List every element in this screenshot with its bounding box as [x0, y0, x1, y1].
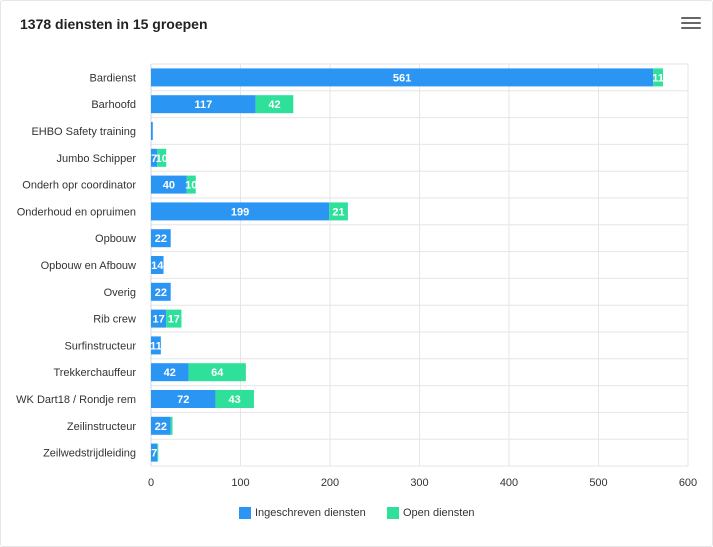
hamburger-menu-icon[interactable] [681, 17, 701, 33]
category-label: Opbouw [95, 233, 136, 245]
bar-data-label: 22 [155, 421, 167, 433]
bar-ingeschreven[interactable] [151, 148, 158, 167]
bar-open[interactable] [188, 363, 246, 382]
bar-ingeschreven[interactable] [151, 202, 330, 221]
bar-data-label: 7 [151, 448, 157, 460]
bar-data-label: 10 [185, 180, 197, 192]
bar-data-label: 17 [152, 314, 164, 326]
bar-data-label: 42 [268, 99, 280, 111]
bar-open[interactable] [186, 175, 196, 194]
x-tick-label: 500 [589, 477, 607, 489]
legend-item-ingeschreven[interactable]: Ingeschreven diensten [239, 507, 366, 519]
bar-open[interactable] [170, 416, 173, 435]
bar-ingeschreven[interactable] [151, 68, 654, 87]
bar-ingeschreven[interactable] [151, 309, 167, 328]
x-tick-label: 0 [148, 477, 154, 489]
category-label: Barhoofd [91, 99, 136, 111]
chart-legend: Ingeschreven diensten Open diensten [0, 507, 713, 525]
bar-open[interactable] [166, 309, 182, 328]
bar-ingeschreven[interactable] [151, 95, 256, 114]
category-label: Trekkerchauffeur [53, 367, 136, 379]
bar-data-label: 11 [150, 340, 162, 352]
bar-data-label: 14 [151, 260, 164, 272]
bar-ingeschreven[interactable] [151, 443, 158, 462]
bar-data-label: 72 [177, 394, 189, 406]
bar-ingeschreven[interactable] [151, 282, 171, 301]
bar-data-label: 43 [229, 394, 241, 406]
x-tick-label: 200 [321, 477, 339, 489]
bar-ingeschreven[interactable] [151, 229, 171, 248]
category-label: Rib crew [93, 314, 136, 326]
legend-swatch-open [387, 507, 399, 519]
category-label: Zeilwedstrijdleiding [43, 448, 136, 460]
bar-ingeschreven[interactable] [151, 122, 153, 140]
bar-data-label: 21 [332, 206, 344, 218]
legend-label-open: Open diensten [403, 507, 475, 519]
bar-open[interactable] [255, 95, 294, 114]
x-tick-label: 300 [410, 477, 428, 489]
bar-data-label: 10 [156, 153, 168, 165]
category-label: Onderh opr coordinator [22, 180, 136, 192]
bar-data-label: 199 [231, 206, 249, 218]
bar-open[interactable] [329, 202, 348, 221]
category-label: Jumbo Schipper [57, 153, 137, 165]
bar-data-label: 561 [393, 72, 411, 84]
category-label: Opbouw en Afbouw [41, 260, 136, 272]
category-label: Surfinstructeur [64, 340, 136, 352]
x-tick-label: 100 [231, 477, 249, 489]
bar-ingeschreven[interactable] [151, 175, 187, 194]
bar-data-label: 40 [163, 180, 175, 192]
category-label: Onderhoud en opruimen [17, 206, 136, 218]
bar-data-label: 22 [155, 287, 167, 299]
category-label: Bardienst [90, 72, 136, 84]
legend-item-open[interactable]: Open diensten [387, 507, 475, 519]
category-label: WK Dart18 / Rondje rem [16, 394, 136, 406]
bar-ingeschreven[interactable] [151, 416, 171, 435]
bar-open[interactable] [157, 443, 159, 462]
legend-label-ingeschreven: Ingeschreven diensten [255, 507, 366, 519]
chart-title: 1378 diensten in 15 groepen [20, 16, 208, 32]
bar-data-label: 64 [211, 367, 224, 379]
bar-ingeschreven[interactable] [151, 390, 216, 408]
category-label: Overig [104, 287, 136, 299]
bar-data-label: 22 [155, 233, 167, 245]
bar-data-label: 7 [151, 153, 157, 165]
category-label: Zeilinstructeur [67, 421, 136, 433]
category-label: EHBO Safety training [31, 126, 136, 138]
bar-ingeschreven[interactable] [151, 363, 189, 382]
x-tick-label: 600 [679, 477, 697, 489]
x-tick-label: 400 [500, 477, 518, 489]
bar-open[interactable] [215, 390, 254, 408]
bar-data-label: 117 [194, 99, 212, 111]
legend-swatch-ingeschreven [239, 507, 251, 519]
bar-data-label: 11 [652, 72, 664, 84]
bar-data-label: 42 [164, 367, 176, 379]
bar-data-label: 17 [168, 314, 180, 326]
bar-ingeschreven[interactable] [151, 256, 164, 274]
bar-open[interactable] [157, 148, 167, 167]
bar-open[interactable] [653, 68, 663, 87]
bar-ingeschreven[interactable] [151, 336, 161, 355]
